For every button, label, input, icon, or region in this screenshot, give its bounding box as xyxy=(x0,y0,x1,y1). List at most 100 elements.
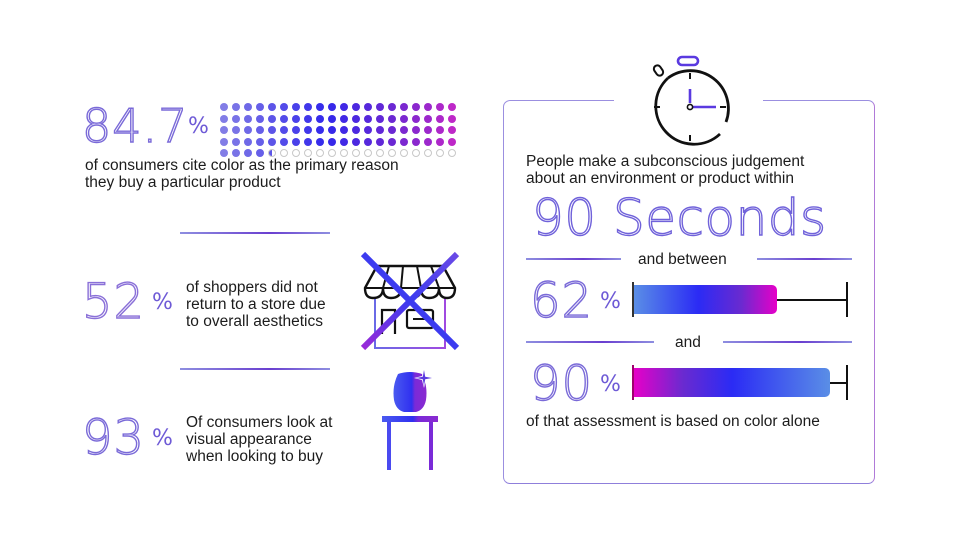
dot xyxy=(328,103,336,111)
dot xyxy=(292,103,300,111)
dot xyxy=(436,103,444,111)
bar-fill xyxy=(634,368,830,397)
caption-line: of shoppers did not xyxy=(186,279,318,296)
dot xyxy=(424,149,432,158)
dot xyxy=(400,137,408,146)
dot xyxy=(244,149,252,158)
dot xyxy=(376,126,384,135)
dot xyxy=(268,114,276,123)
range-high-value: 90 xyxy=(529,356,594,412)
bar-fill xyxy=(634,285,777,314)
dot xyxy=(364,103,372,111)
dot xyxy=(388,137,396,146)
dot xyxy=(448,137,456,146)
range-high-unit: % xyxy=(600,372,621,397)
dot xyxy=(220,126,228,135)
connector-and: and xyxy=(675,334,701,351)
dot xyxy=(316,137,324,146)
dot xyxy=(424,137,432,146)
divider xyxy=(180,368,330,370)
dot xyxy=(400,126,408,135)
dot xyxy=(220,137,228,146)
dot xyxy=(304,149,312,158)
dot xyxy=(280,126,288,135)
bar-end-tick xyxy=(846,282,848,317)
dot xyxy=(244,114,252,123)
dot xyxy=(376,149,384,158)
bar-track-line xyxy=(777,299,847,301)
dot xyxy=(436,149,444,158)
dot xyxy=(436,137,444,146)
range-low-unit: % xyxy=(600,289,621,314)
stat-unit: % xyxy=(152,426,173,451)
dot xyxy=(448,114,456,123)
dot xyxy=(364,137,372,146)
dot xyxy=(436,114,444,123)
dot xyxy=(376,137,384,146)
bar-start-tick xyxy=(632,282,634,317)
dot xyxy=(232,149,240,158)
divider xyxy=(526,341,654,343)
card-top-gap xyxy=(614,96,763,106)
dot xyxy=(220,114,228,123)
dot xyxy=(292,137,300,146)
dot xyxy=(328,114,336,123)
caption-line: they buy a particular product xyxy=(85,174,281,191)
divider xyxy=(526,258,621,260)
dot xyxy=(256,114,264,123)
stat-unit: % xyxy=(152,290,173,315)
dot xyxy=(388,103,396,111)
caption-line: of consumers cite color as the primary r… xyxy=(85,157,399,174)
dot xyxy=(256,149,264,158)
stat-value-84-7: 84.7 xyxy=(81,99,189,153)
stat-caption: Of consumers look at visual appearance w… xyxy=(186,414,332,465)
dot xyxy=(304,126,312,135)
dot xyxy=(352,114,360,123)
dot xyxy=(448,149,456,158)
card-intro: People make a subconscious judgement abo… xyxy=(526,153,804,187)
dot xyxy=(340,149,348,158)
dot xyxy=(352,149,360,158)
bar-end-tick xyxy=(846,365,848,400)
dot xyxy=(340,126,348,135)
dot xyxy=(256,103,264,111)
dot xyxy=(268,126,276,135)
dot xyxy=(304,137,312,146)
dot xyxy=(280,137,288,146)
bar-track-line xyxy=(830,382,847,384)
dot xyxy=(388,149,396,158)
dot xyxy=(388,126,396,135)
bar-start-tick xyxy=(632,365,634,400)
dot xyxy=(232,126,240,135)
dot xyxy=(316,126,324,135)
connector-and-between: and between xyxy=(638,251,727,268)
dot xyxy=(412,149,420,158)
dot xyxy=(364,114,372,123)
dot xyxy=(448,126,456,135)
dot xyxy=(376,103,384,111)
dot xyxy=(436,126,444,135)
dot xyxy=(328,137,336,146)
dot xyxy=(340,137,348,146)
dot xyxy=(292,149,300,158)
dot xyxy=(400,149,408,158)
dot xyxy=(400,114,408,123)
dot xyxy=(328,126,336,135)
dot xyxy=(280,149,288,158)
dot xyxy=(268,137,276,146)
stat-caption: of consumers cite color as the primary r… xyxy=(85,157,399,191)
dot xyxy=(232,137,240,146)
dot xyxy=(448,103,456,111)
divider xyxy=(757,258,852,260)
stat-value-93: 93 xyxy=(81,410,146,466)
dot xyxy=(232,103,240,111)
dot xyxy=(244,103,252,111)
stat-caption: of shoppers did not return to a store du… xyxy=(186,279,326,330)
dot xyxy=(340,114,348,123)
dot xyxy=(304,103,312,111)
dot xyxy=(352,103,360,111)
intro-line: People make a subconscious judgement xyxy=(526,153,805,170)
dot xyxy=(256,137,264,146)
dot xyxy=(268,103,276,111)
stopwatch-icon xyxy=(652,55,730,146)
